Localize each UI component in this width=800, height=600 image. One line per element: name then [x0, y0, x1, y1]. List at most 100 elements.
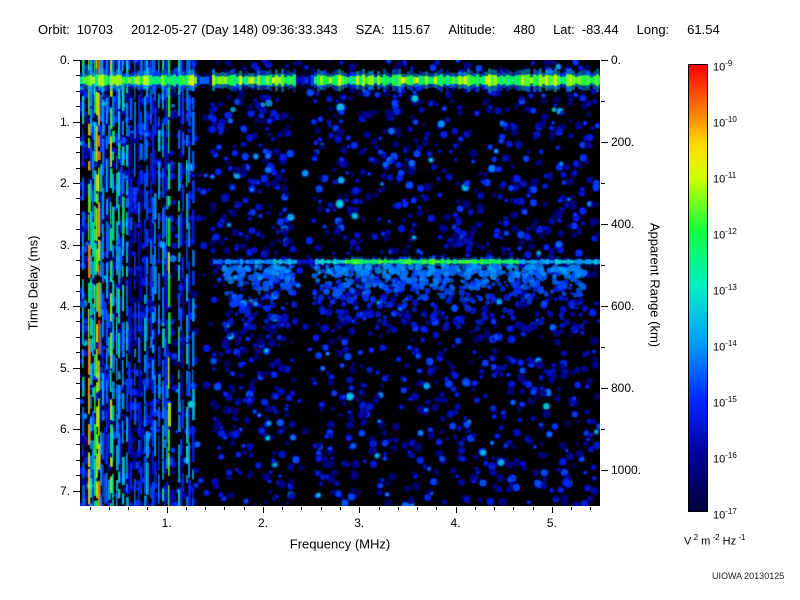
header-field-value: 115.67: [391, 22, 431, 37]
y-axis-minor-tick-left: [76, 413, 80, 415]
y-axis-minor-tick-left: [76, 398, 80, 400]
y-axis-minor-tick-left: [76, 90, 80, 92]
x-axis-minor-tick: [89, 507, 91, 510]
header-field: SZA: 115.67: [356, 22, 431, 37]
header-field: Altitude: 480: [448, 22, 535, 37]
header-field: Orbit: 10703: [38, 22, 113, 37]
x-axis-tick-label: 2.: [257, 516, 268, 530]
x-axis-minor-tick: [301, 507, 303, 510]
y-axis-tick-label-left: 5.: [59, 360, 70, 375]
spectrogram-plot: [80, 60, 600, 506]
spectrogram-canvas: [80, 60, 600, 506]
x-axis-minor-tick: [128, 507, 130, 510]
y-axis-tick-label-right: 200.: [611, 135, 635, 150]
y-axis-tick-label-right: 0.: [611, 53, 622, 67]
colorbar: [688, 64, 708, 512]
x-axis-minor-tick: [224, 507, 226, 510]
y-axis-minor-tick-left: [76, 459, 80, 461]
colorbar-tick-label: 10-9: [713, 59, 733, 74]
x-axis-minor-tick: [320, 507, 322, 510]
header-field-value: 10703: [76, 22, 113, 37]
y-axis-minor-tick-left: [76, 152, 80, 154]
colorbar-tick-label: 10-14: [713, 339, 737, 354]
y-axis-minor-tick-right: [601, 265, 605, 267]
y-axis-minor-tick-left: [76, 336, 80, 338]
y-axis-tick-left: [73, 183, 80, 185]
colorbar-tick-label: 10-11: [713, 171, 737, 186]
y-axis-tick-right: [601, 142, 608, 144]
colorbar-tick-label: 10-13: [713, 283, 737, 298]
x-axis-minor-tick: [282, 507, 284, 510]
colorbar-tick-label: 10-12: [713, 227, 737, 242]
y-axis-minor-tick-left: [76, 275, 80, 277]
x-axis-tick-label: 5.: [546, 516, 557, 530]
x-axis-minor-tick: [397, 507, 399, 510]
y-axis-tick-label-right: 600.: [611, 299, 635, 314]
y-axis-minor-tick-left: [76, 475, 80, 477]
y-axis-tick-label-left: 3.: [59, 237, 70, 252]
colorbar-tick-label: 10-15: [713, 395, 737, 410]
x-axis-minor-tick: [108, 507, 110, 510]
y-axis-minor-tick-left: [76, 290, 80, 292]
colorbar-unit-label: V 2 m -2 Hz -1: [684, 533, 746, 548]
y-axis-minor-tick-left: [76, 352, 80, 354]
y-axis-tick-left: [73, 367, 80, 369]
x-axis-minor-tick: [532, 507, 534, 510]
x-axis-tick: [166, 507, 168, 513]
header-field-value: 480: [513, 22, 536, 37]
y-axis-tick-left: [73, 121, 80, 123]
header-field: 2012-05-27 (Day 148) 09:36:33.343: [131, 22, 338, 37]
x-axis-tick: [551, 507, 553, 513]
y-axis-minor-tick-right: [601, 101, 605, 102]
x-axis-label: Frequency (MHz): [289, 536, 391, 552]
y-axis-tick-left: [73, 60, 80, 61]
y-axis-minor-tick-left: [76, 213, 80, 215]
y-axis-minor-tick-left: [76, 136, 80, 138]
y-axis-tick-label-right: 800.: [611, 381, 635, 396]
y-axis-tick-label-right: 400.: [611, 217, 635, 232]
y-axis-minor-tick-right: [601, 429, 605, 431]
watermark: UIOWA 20130125: [712, 571, 785, 581]
y-axis-minor-tick-left: [76, 75, 80, 77]
y-axis-minor-tick-right: [601, 183, 605, 185]
y-axis-tick-left: [73, 306, 80, 308]
y-axis-minor-tick-left: [76, 259, 80, 261]
y-axis-tick-label-left: 7.: [59, 483, 70, 498]
y-axis-tick-right: [601, 60, 608, 61]
x-axis-tick: [359, 507, 361, 513]
x-axis-minor-tick: [494, 507, 496, 510]
x-axis-tick: [262, 507, 264, 513]
header-field-label: Orbit:: [38, 22, 70, 37]
x-axis-minor-tick: [436, 507, 438, 510]
plot-header: Orbit: 10703 2012-05-27 (Day 148) 09:36:33…: [38, 22, 738, 37]
x-axis-minor-tick: [590, 507, 592, 510]
y-axis-minor-tick-left: [76, 321, 80, 323]
y-axis-minor-tick-left: [76, 167, 80, 169]
y-axis-tick-left: [73, 490, 80, 492]
header-field-value: 61.54: [687, 22, 720, 37]
colorbar-tick-label: 10-17: [713, 507, 737, 522]
header-field-value: -83.44: [581, 22, 619, 37]
y-axis-minor-tick-left: [76, 382, 80, 384]
y-axis-label-right: Apparent Range (km): [647, 222, 663, 348]
y-axis-minor-tick-left: [76, 106, 80, 108]
x-axis-minor-tick: [243, 507, 245, 510]
y-axis-minor-tick-right: [601, 347, 605, 349]
header-field-label: Long:: [636, 22, 670, 37]
x-axis-minor-tick: [185, 507, 187, 510]
colorbar-tick-label: 10-16: [713, 451, 737, 466]
y-axis-tick-right: [601, 388, 608, 390]
x-axis-tick-label: 4.: [450, 516, 461, 530]
y-axis-minor-tick-left: [76, 198, 80, 200]
y-axis-tick-label-left: 1.: [59, 114, 70, 129]
y-axis-tick-label-right: 1000.: [611, 463, 642, 478]
x-axis-minor-tick: [417, 507, 419, 510]
x-axis-tick: [455, 507, 457, 513]
x-axis-minor-tick: [571, 507, 573, 510]
y-axis-tick-right: [601, 306, 608, 308]
y-axis-tick-label-left: 0.: [59, 53, 70, 67]
y-axis-minor-tick-left: [76, 229, 80, 231]
y-axis-tick-label-left: 6.: [59, 422, 70, 437]
x-axis-minor-tick: [340, 507, 341, 510]
